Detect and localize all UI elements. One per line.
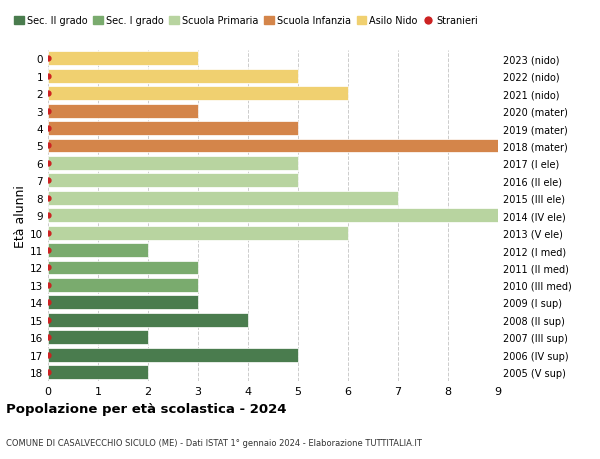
Bar (48, 87, 348, 101)
Bar (48, 348, 298, 362)
Bar (48, 157, 298, 170)
Bar (48, 70, 298, 84)
Text: Popolazione per età scolastica - 2024: Popolazione per età scolastica - 2024 (6, 403, 287, 415)
Bar (48, 174, 298, 188)
Bar (48, 365, 148, 379)
Bar (48, 313, 248, 327)
Bar (48, 52, 198, 66)
Bar (48, 209, 498, 223)
Bar (48, 122, 298, 136)
Bar (48, 330, 148, 344)
Bar (48, 226, 348, 240)
Bar (48, 104, 198, 118)
Bar (48, 296, 198, 310)
Y-axis label: Età alunni: Età alunni (14, 185, 27, 247)
Bar (48, 278, 198, 292)
Bar (48, 139, 498, 153)
Bar (48, 191, 398, 205)
Legend: Sec. II grado, Sec. I grado, Scuola Primaria, Scuola Infanzia, Asilo Nido, Stran: Sec. II grado, Sec. I grado, Scuola Prim… (10, 12, 482, 30)
Bar (48, 261, 198, 275)
Text: COMUNE DI CASALVECCHIO SICULO (ME) - Dati ISTAT 1° gennaio 2024 - Elaborazione T: COMUNE DI CASALVECCHIO SICULO (ME) - Dat… (6, 438, 422, 448)
Bar (48, 244, 148, 257)
